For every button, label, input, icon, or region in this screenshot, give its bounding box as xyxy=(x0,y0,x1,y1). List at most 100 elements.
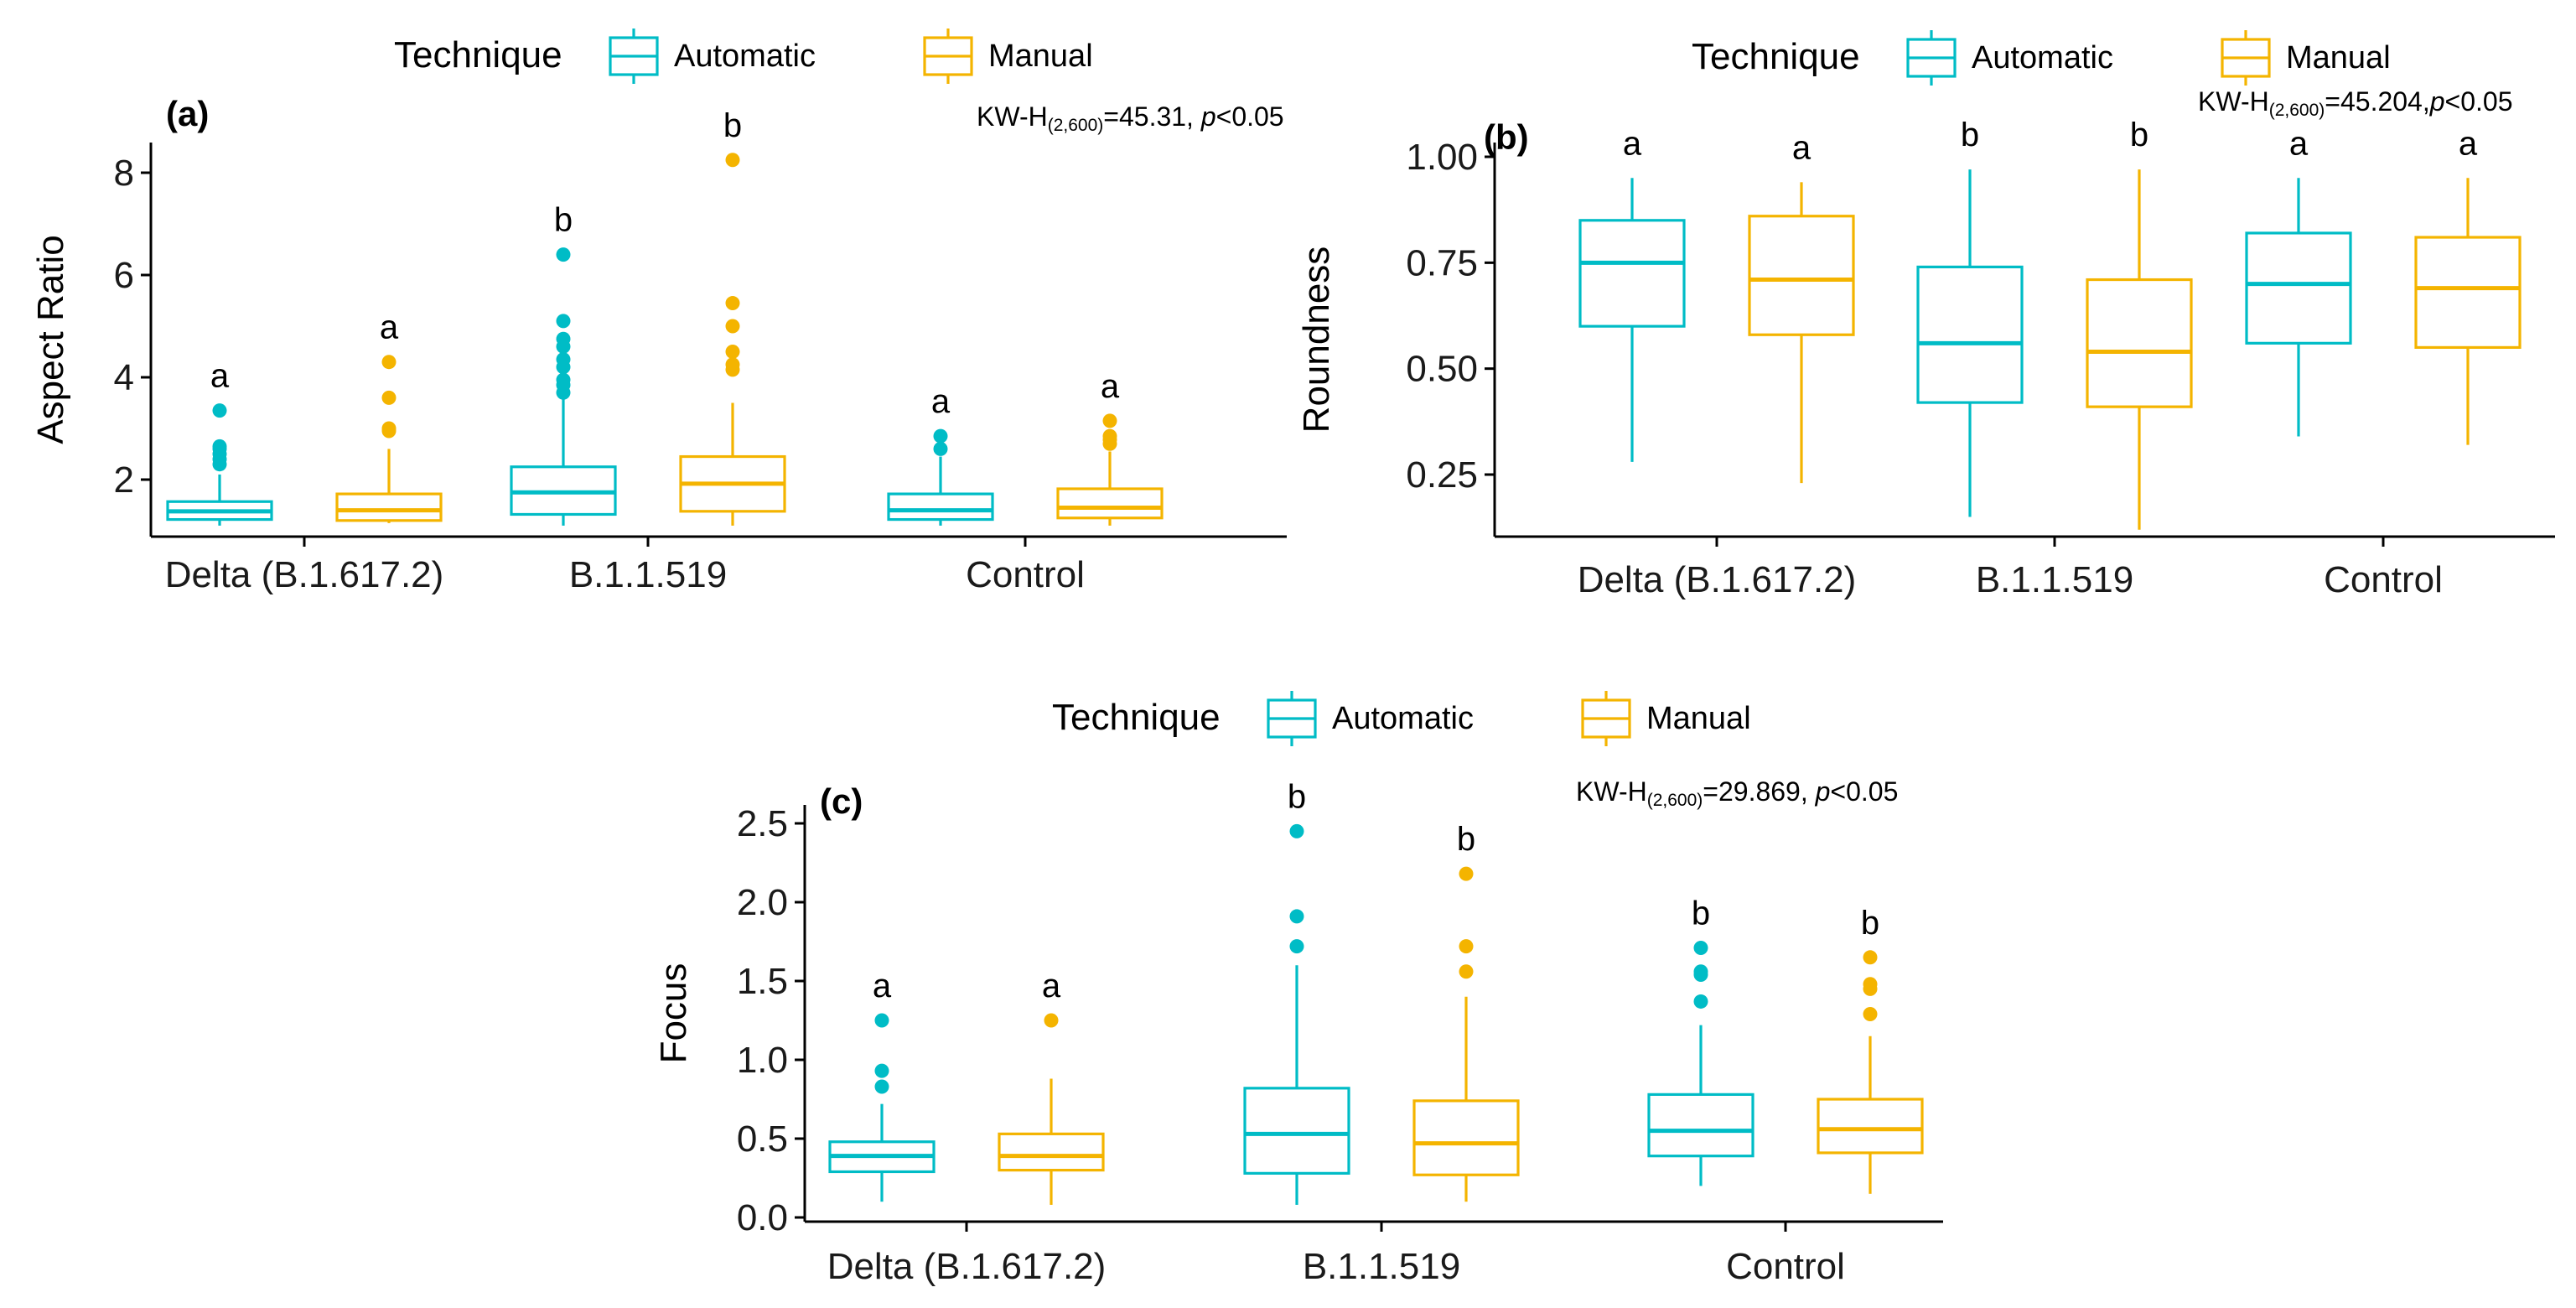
panel-tag: (a) xyxy=(166,94,209,133)
legend-key-automatic: Automatic xyxy=(1906,30,2113,86)
kw-statistic-post: <0.05 xyxy=(1216,101,1284,132)
legend-key-manual: Manual xyxy=(2221,30,2391,86)
outlier-point xyxy=(1693,964,1708,979)
legend-key-manual: Manual xyxy=(1581,691,1751,746)
significance-letter: b xyxy=(1692,895,1710,932)
outlier-point xyxy=(212,439,227,454)
outlier-point xyxy=(933,441,948,456)
outlier-point xyxy=(725,319,740,334)
box-manual-b-1-1-519: b xyxy=(679,107,786,526)
outlier-point xyxy=(1863,977,1878,992)
box-automatic-control: a xyxy=(887,383,994,526)
significance-letter: b xyxy=(723,107,742,144)
significance-letter: a xyxy=(931,383,951,420)
y-axis-title: Focus xyxy=(653,963,694,1064)
y-tick-label: 8 xyxy=(114,153,134,194)
box-iqr xyxy=(2086,278,2193,408)
outlier-point xyxy=(212,403,227,418)
box-iqr xyxy=(2414,236,2522,350)
outlier-point xyxy=(874,1079,889,1094)
y-tick-label: 2 xyxy=(114,459,134,501)
y-tick-label: 4 xyxy=(114,357,134,398)
legend-3: Technique Automatic Manual xyxy=(1052,691,1751,746)
outlier-point xyxy=(556,372,571,387)
significance-letter: b xyxy=(1457,821,1475,858)
box-iqr xyxy=(1412,1099,1520,1176)
box-automatic-b-1-1-519: b xyxy=(510,202,617,526)
kw-statistic-sub: (2,600) xyxy=(2269,101,2325,120)
box-automatic-delta-b-1-617-2: a xyxy=(166,358,273,526)
significance-letter: a xyxy=(1042,968,1061,1004)
kw-statistic-pre: KW-H xyxy=(1576,776,1647,807)
outlier-point xyxy=(1693,941,1708,956)
outlier-point xyxy=(1102,428,1117,444)
panel-c: 0.0 0.5 1.0 1.5 2.0 2.5 Delta (B.1.617.2) B.1.1… xyxy=(653,776,1943,1287)
box-manual-control: a xyxy=(2414,125,2522,445)
kw-statistic-pre: KW-H xyxy=(2198,86,2269,117)
outlier-point xyxy=(381,390,397,405)
outlier-point xyxy=(556,331,571,346)
outlier-point xyxy=(1863,950,1878,965)
y-tick-label: 0.50 xyxy=(1406,349,1478,390)
outlier-point xyxy=(381,421,397,436)
significance-letter: a xyxy=(210,358,230,395)
box-manual-delta-b-1-617-2: a xyxy=(998,968,1105,1205)
legend-label-manual: Manual xyxy=(1646,701,1751,736)
outlier-point xyxy=(1459,964,1474,979)
outlier-point xyxy=(1044,1013,1059,1028)
legend-key-automatic: Automatic xyxy=(1267,691,1474,746)
kw-statistic-mid: =29.869, xyxy=(1703,776,1815,807)
outlier-point xyxy=(1102,413,1117,428)
y-tick-label: 2.0 xyxy=(737,882,788,923)
kw-statistic-mid: =45.31, xyxy=(1103,101,1201,132)
kw-statistic-sub: (2,600) xyxy=(1048,116,1104,135)
box-iqr xyxy=(1056,487,1164,520)
outlier-point xyxy=(381,355,397,370)
box-iqr xyxy=(335,492,443,522)
legend-key-manual: Manual xyxy=(923,29,1093,84)
kw-statistic-post: <0.05 xyxy=(2445,86,2513,117)
kw-statistic-mid: =45.204, xyxy=(2325,86,2429,117)
x-tick-label-control: Control xyxy=(966,554,1085,595)
kw-statistic-sub: (2,600) xyxy=(1647,791,1703,810)
x-tick-label-delta-b-1-617-2: Delta (B.1.617.2) xyxy=(1578,559,1857,600)
x-tick-label-delta-b-1-617-2: Delta (B.1.617.2) xyxy=(827,1246,1107,1287)
panel-tag: (b) xyxy=(1484,117,1529,157)
y-axis-title: Aspect Ratio xyxy=(30,235,71,444)
outlier-point xyxy=(1289,939,1304,954)
kw-statistic-post: <0.05 xyxy=(1830,776,1898,807)
y-tick-label: 1.0 xyxy=(737,1040,788,1081)
box-iqr xyxy=(1817,1098,1924,1155)
panel-b: 0.25 0.50 0.75 1.00 Delta (B.1.617.2) B.1.1.5… xyxy=(1296,86,2555,600)
outlier-point xyxy=(556,314,571,329)
kw-statistic: KW-H(2,600)=45.204,p<0.05 xyxy=(2198,86,2513,120)
legend-title: Technique xyxy=(394,34,562,75)
outlier-point xyxy=(874,1063,889,1078)
box-automatic-b-1-1-519: b xyxy=(1916,117,2024,517)
kw-statistic: KW-H(2,600)=45.31, p<0.05 xyxy=(977,101,1284,135)
outlier-point xyxy=(556,247,571,262)
significance-letter: b xyxy=(2130,117,2148,153)
outlier-point xyxy=(874,1013,889,1028)
significance-letter: b xyxy=(554,202,573,239)
y-tick-label: 2.5 xyxy=(737,803,788,844)
legend-label-automatic: Automatic xyxy=(1332,701,1474,736)
box-iqr xyxy=(887,492,994,522)
outlier-point xyxy=(725,357,740,372)
panel-a: 2 4 6 8 Delta (B.1.617.2) B.1.1.519 Control Asp… xyxy=(30,94,1287,595)
y-tick-label: 1.00 xyxy=(1406,137,1478,178)
y-tick-label: 0.0 xyxy=(737,1197,788,1238)
legend-label-automatic: Automatic xyxy=(1972,40,2113,75)
box-manual-b-1-1-519: b xyxy=(1412,821,1520,1202)
box-manual-control: a xyxy=(1056,368,1164,526)
kw-statistic: KW-H(2,600)=29.869, p<0.05 xyxy=(1576,776,1898,810)
significance-letter: a xyxy=(1101,368,1120,405)
y-tick-label: 1.5 xyxy=(737,961,788,1002)
outlier-point xyxy=(725,153,740,168)
box-iqr xyxy=(1243,1087,1350,1175)
significance-letter: a xyxy=(2289,125,2309,162)
box-manual-b-1-1-519: b xyxy=(2086,117,2193,530)
box-iqr xyxy=(1748,215,1855,336)
outlier-point xyxy=(725,345,740,359)
